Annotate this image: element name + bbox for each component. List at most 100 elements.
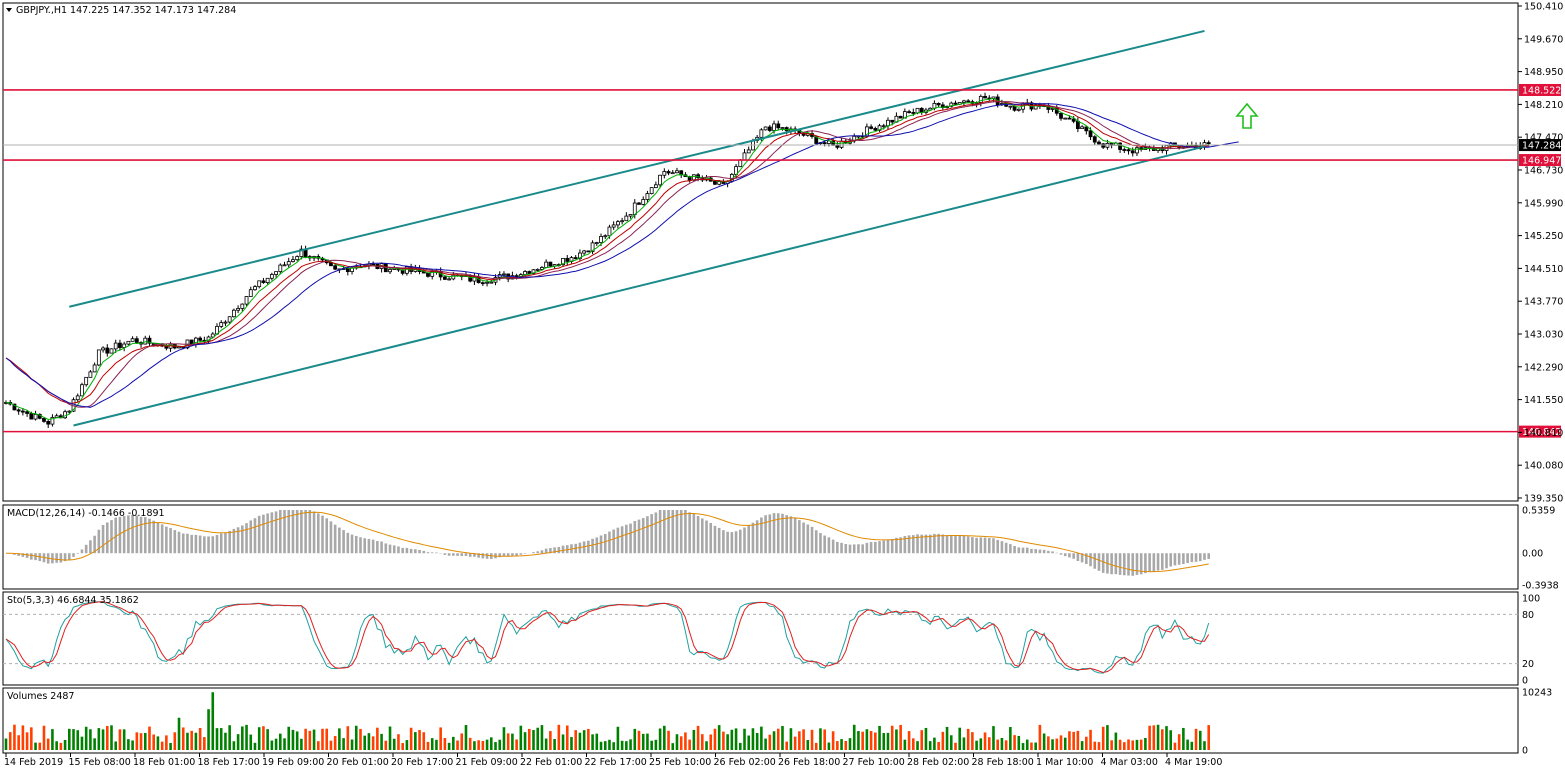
candle[interactable] [632, 202, 637, 215]
candle[interactable] [16, 409, 21, 412]
candle[interactable] [25, 411, 30, 414]
candle[interactable] [573, 257, 578, 260]
candle[interactable] [953, 102, 958, 105]
candle[interactable] [177, 346, 181, 349]
candle[interactable] [780, 127, 785, 129]
candle[interactable] [1101, 143, 1106, 148]
candle[interactable] [1075, 120, 1080, 130]
candle[interactable] [1126, 149, 1131, 152]
candle[interactable] [1135, 147, 1139, 154]
candle[interactable] [253, 286, 257, 291]
candle[interactable] [143, 337, 148, 345]
candle[interactable] [101, 347, 105, 351]
candle[interactable] [713, 180, 717, 185]
candle[interactable] [548, 261, 553, 267]
candle[interactable] [485, 281, 489, 284]
candle[interactable] [763, 126, 768, 131]
candle[interactable] [67, 410, 72, 413]
candle[interactable] [1084, 126, 1089, 132]
candle[interactable] [489, 281, 494, 284]
candle[interactable] [240, 303, 245, 309]
candle[interactable] [130, 338, 135, 342]
candle[interactable] [75, 395, 80, 401]
candle[interactable] [1206, 142, 1211, 145]
candle[interactable] [983, 95, 987, 99]
candle[interactable] [345, 268, 350, 273]
candle[interactable] [907, 111, 911, 114]
candle[interactable] [936, 102, 941, 106]
candle[interactable] [835, 144, 840, 148]
candle[interactable] [88, 371, 93, 378]
candle[interactable] [675, 170, 679, 174]
candle[interactable] [333, 265, 338, 270]
candle[interactable] [881, 125, 886, 128]
candle[interactable] [426, 272, 430, 277]
candle[interactable] [599, 236, 603, 244]
candle[interactable] [679, 170, 684, 176]
candle[interactable] [278, 264, 283, 273]
channel-lower-line[interactable] [73, 145, 1205, 427]
candle[interactable] [1063, 117, 1068, 120]
candle[interactable] [442, 276, 447, 280]
candle[interactable] [126, 340, 131, 345]
candle[interactable] [269, 274, 274, 279]
main-pane[interactable] [2, 2, 1519, 502]
candle[interactable] [649, 187, 654, 194]
candle[interactable] [134, 338, 139, 343]
candle[interactable] [561, 257, 565, 266]
candle[interactable] [502, 273, 506, 276]
candle[interactable] [565, 257, 570, 262]
candle[interactable] [219, 322, 224, 327]
candle[interactable] [717, 181, 722, 185]
candle[interactable] [1071, 118, 1076, 122]
candle[interactable] [96, 349, 101, 366]
candle[interactable] [582, 250, 587, 254]
candle[interactable] [265, 277, 270, 283]
candle[interactable] [670, 172, 675, 175]
candle[interactable] [772, 123, 776, 131]
candle[interactable] [118, 342, 122, 348]
candle[interactable] [261, 280, 266, 283]
chart-menu-triangle-icon[interactable] [6, 8, 12, 12]
candle[interactable] [594, 242, 599, 245]
candle[interactable] [244, 296, 249, 305]
candle[interactable] [535, 268, 540, 271]
candle[interactable] [814, 136, 819, 144]
candle[interactable] [877, 125, 882, 131]
candle[interactable] [480, 282, 485, 285]
candle[interactable] [1122, 149, 1127, 151]
candle[interactable] [147, 337, 152, 344]
candle[interactable] [767, 126, 772, 131]
candle[interactable] [628, 214, 633, 217]
candle[interactable] [1008, 105, 1013, 108]
candle[interactable] [586, 250, 591, 253]
candle[interactable] [890, 119, 895, 123]
candle[interactable] [29, 413, 34, 420]
candle[interactable] [966, 100, 971, 103]
candle[interactable] [282, 264, 287, 267]
candle[interactable] [607, 226, 612, 237]
candle[interactable] [1080, 126, 1084, 130]
candle[interactable] [20, 410, 25, 413]
candle[interactable] [746, 149, 751, 154]
candle[interactable] [286, 261, 291, 266]
candle[interactable] [1016, 108, 1021, 111]
candle[interactable] [1097, 141, 1101, 145]
candle[interactable] [236, 308, 241, 311]
candle[interactable] [50, 417, 55, 425]
candle[interactable] [658, 174, 662, 186]
candle[interactable] [898, 115, 903, 119]
candle[interactable] [620, 220, 625, 223]
candle[interactable] [54, 415, 59, 418]
candle[interactable] [637, 202, 641, 205]
candle[interactable] [544, 261, 549, 268]
candle[interactable] [527, 271, 532, 274]
candle[interactable] [873, 128, 878, 131]
candle[interactable] [388, 269, 392, 273]
candle[interactable] [295, 256, 300, 261]
candle[interactable] [611, 224, 616, 228]
candle[interactable] [624, 215, 629, 222]
candle[interactable] [329, 262, 333, 267]
candle[interactable] [12, 403, 17, 411]
candle[interactable] [839, 140, 844, 148]
